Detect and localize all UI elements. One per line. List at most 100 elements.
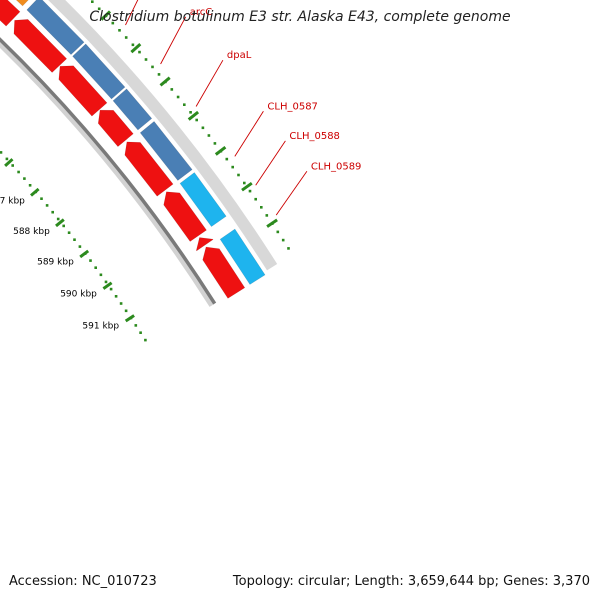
inner-tick-dot (62, 224, 65, 228)
cds-feature (124, 141, 174, 197)
inner-tick-dot (134, 324, 138, 327)
inner-tick-dot (73, 238, 76, 241)
tick-mark (187, 110, 200, 121)
map-title: Clostridium botulinum E3 str. Alaska E43… (89, 9, 511, 25)
inner-tick-dot (0, 151, 3, 154)
tick-mark (214, 146, 227, 156)
outer-tick-dot (170, 88, 174, 91)
inner-tick-dot (11, 164, 14, 167)
outer-tick-dot (183, 103, 186, 106)
cds-feature (13, 19, 68, 73)
tick-mark (4, 158, 14, 168)
outer-tick-dot (276, 230, 280, 234)
tick-mark (55, 218, 65, 228)
outer-tick-dot (195, 118, 198, 122)
outer-tick-dot (91, 0, 94, 3)
inner-tick-dot (94, 266, 97, 269)
gene-feature (72, 43, 126, 100)
outer-tick-dot (207, 134, 211, 137)
inner-tick-dot (51, 210, 54, 214)
inner-tick-dot (119, 302, 123, 305)
tick-mark (102, 281, 113, 290)
backbone-band (0, 39, 215, 307)
inner-tick-dot (17, 170, 20, 174)
cds-feature (0, 0, 21, 27)
inner-tick-dot (99, 273, 103, 277)
inner-tick-dot (45, 204, 49, 207)
tick-mark (241, 181, 253, 192)
tick-mark (124, 314, 135, 323)
outer-tick-dot (231, 165, 234, 169)
tick-mark (79, 249, 90, 259)
outer-tick-dot (124, 36, 128, 39)
outer-tick-dot (237, 173, 240, 177)
accession-text: Accession: NC_010723 (9, 574, 157, 589)
inner-tick-dot (104, 280, 108, 284)
outer-tick-dot (111, 21, 115, 25)
gene-label-leader (195, 59, 224, 107)
outer-tick-dot (138, 50, 141, 54)
outer-tick-dot (157, 73, 161, 76)
genome-summary-text: Topology: circular; Length: 3,659,644 bp… (232, 574, 590, 589)
inner-tick-dot (114, 295, 118, 298)
gene-label-leader (255, 140, 286, 186)
outer-tick-dot (176, 95, 180, 99)
feature-layer (0, 0, 278, 307)
inner-tick-dot (109, 287, 113, 291)
gene-label: CLH_0588 (289, 131, 340, 142)
outer-tick-dot (260, 206, 263, 209)
tick-label: 587 kbp (0, 197, 25, 207)
inner-tick-dot (56, 217, 60, 221)
tick-mark (159, 76, 171, 87)
tick-mark (130, 42, 142, 54)
gene-label: arcC (190, 7, 213, 18)
cds-feature (163, 191, 207, 242)
gene-label: CLH_0587 (267, 101, 318, 112)
outer-tick-dot (144, 58, 148, 61)
gene-feature (219, 228, 266, 285)
outer-tick-dot (97, 7, 101, 11)
outer-tick-dot (248, 189, 252, 193)
inner-tick-dot (5, 157, 9, 161)
tick-mark (266, 218, 278, 228)
inner-tick-dot (89, 259, 92, 262)
gene-label-leader (275, 171, 308, 216)
tick-label: 588 kbp (13, 227, 50, 237)
outer-tick-dot (281, 238, 285, 242)
outer-band (48, 0, 278, 271)
inner-tick-dot (40, 197, 43, 200)
outer-tick-dot (287, 247, 290, 250)
gene-feature (15, 0, 29, 7)
inner-tick-dot (144, 338, 147, 342)
tick-mark (30, 187, 40, 197)
gene-feature (112, 88, 153, 131)
gene-feature (139, 120, 193, 181)
gene-label: dpaL (227, 50, 252, 61)
inner-tick-dot (139, 331, 142, 334)
tick-mark (100, 10, 112, 21)
inner-tick-dot (67, 231, 71, 234)
outer-tick-dot (131, 43, 135, 47)
inner-tick-dot (23, 177, 26, 180)
cds-feature (97, 109, 134, 148)
label-layer: CLH_0583ygeWarcCdpaLCLH_0587CLH_0588CLH_… (125, 0, 362, 216)
tick-label: 589 kbp (37, 258, 74, 268)
gene-feature (26, 0, 85, 56)
tick-label: 591 kbp (82, 322, 119, 332)
gene-label-leader (125, 0, 139, 26)
outer-tick-dot (243, 181, 246, 185)
inner-tick-dot (78, 245, 82, 248)
inner-tick-dot (124, 309, 128, 313)
inner-tick-dot (28, 184, 32, 187)
tick-label: 590 kbp (60, 289, 97, 299)
outer-tick-dot (189, 111, 192, 114)
outer-tick-dot (201, 126, 205, 130)
backbone-line (0, 37, 217, 305)
cds-feature (195, 237, 214, 252)
outer-tick-dot (151, 65, 154, 69)
gene-label: CLH_0589 (311, 161, 362, 172)
gene-label-leader (160, 16, 187, 65)
cds-feature (202, 246, 246, 299)
